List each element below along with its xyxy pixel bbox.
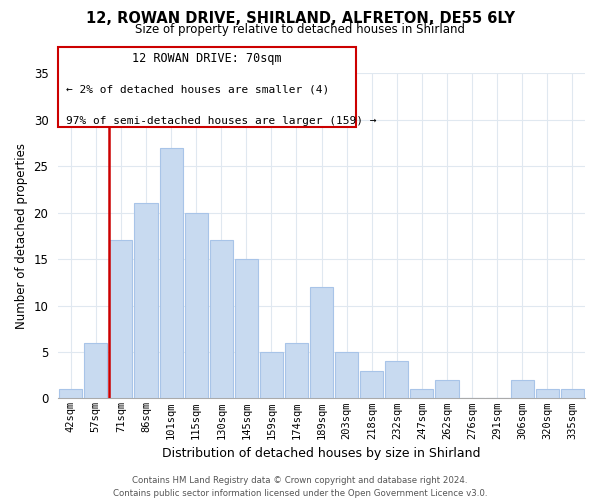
Bar xyxy=(436,380,458,398)
Bar xyxy=(536,389,559,398)
Bar xyxy=(285,342,308,398)
Text: 12, ROWAN DRIVE, SHIRLAND, ALFRETON, DE55 6LY: 12, ROWAN DRIVE, SHIRLAND, ALFRETON, DE5… xyxy=(86,11,515,26)
X-axis label: Distribution of detached houses by size in Shirland: Distribution of detached houses by size … xyxy=(163,447,481,460)
Bar xyxy=(360,370,383,398)
Text: 97% of semi-detached houses are larger (159) →: 97% of semi-detached houses are larger (… xyxy=(66,116,377,126)
Bar xyxy=(209,240,233,398)
Bar xyxy=(511,380,534,398)
Text: ← 2% of detached houses are smaller (4): ← 2% of detached houses are smaller (4) xyxy=(66,84,329,94)
Text: Size of property relative to detached houses in Shirland: Size of property relative to detached ho… xyxy=(135,22,465,36)
Bar xyxy=(134,204,158,398)
Bar xyxy=(335,352,358,399)
Text: 12 ROWAN DRIVE: 70sqm: 12 ROWAN DRIVE: 70sqm xyxy=(132,52,282,65)
Bar xyxy=(260,352,283,399)
Y-axis label: Number of detached properties: Number of detached properties xyxy=(15,143,28,329)
Bar xyxy=(185,212,208,398)
Bar xyxy=(410,389,433,398)
Bar xyxy=(109,240,133,398)
Bar xyxy=(310,287,333,399)
Text: Contains HM Land Registry data © Crown copyright and database right 2024.
Contai: Contains HM Land Registry data © Crown c… xyxy=(113,476,487,498)
Bar xyxy=(160,148,182,398)
Bar xyxy=(84,342,107,398)
Bar xyxy=(385,361,409,399)
Bar xyxy=(561,389,584,398)
FancyBboxPatch shape xyxy=(58,48,356,127)
Bar xyxy=(235,259,258,398)
Bar xyxy=(59,389,82,398)
